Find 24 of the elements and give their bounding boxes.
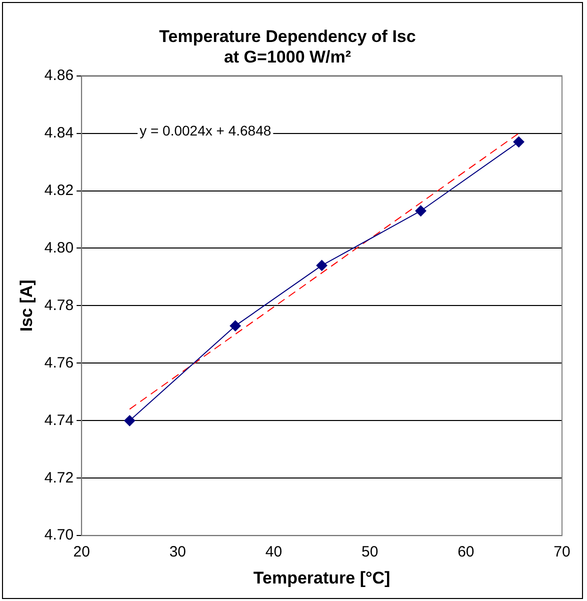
point [316, 260, 328, 271]
x-tick-label: 20 [73, 544, 90, 561]
y-tick-label: 4.72 [44, 469, 74, 486]
y-tick-label: 4.70 [44, 526, 74, 544]
point [230, 320, 241, 332]
x-tick-label: 50 [361, 544, 378, 561]
point [124, 415, 136, 426]
annotation: y = 0.0024x + 4.6848 [140, 122, 272, 139]
y-tick-label: 4.86 [44, 66, 74, 84]
x-tick-label: 30 [169, 544, 186, 561]
x-tick-label: 60 [458, 544, 474, 561]
y-tick-label: 4.82 [44, 182, 74, 199]
chart-title: Temperature Dependency of Isc at G=1000 W/m² [159, 26, 416, 66]
y-tick-label: 4.74 [44, 412, 74, 429]
point [415, 205, 426, 216]
point [513, 136, 524, 148]
y-tick-label: 4.84 [44, 124, 74, 142]
y-tick-label: 4.78 [44, 296, 74, 314]
x-axis-title: Temperature [°C] [253, 568, 390, 588]
x-tick-label: 70 [554, 544, 570, 561]
y-tick-label: 4.80 [44, 239, 74, 256]
y-tick-label: 4.76 [44, 354, 74, 372]
x-tick-label: 40 [265, 544, 282, 561]
y-axis-title: Isc [A] [16, 280, 36, 332]
